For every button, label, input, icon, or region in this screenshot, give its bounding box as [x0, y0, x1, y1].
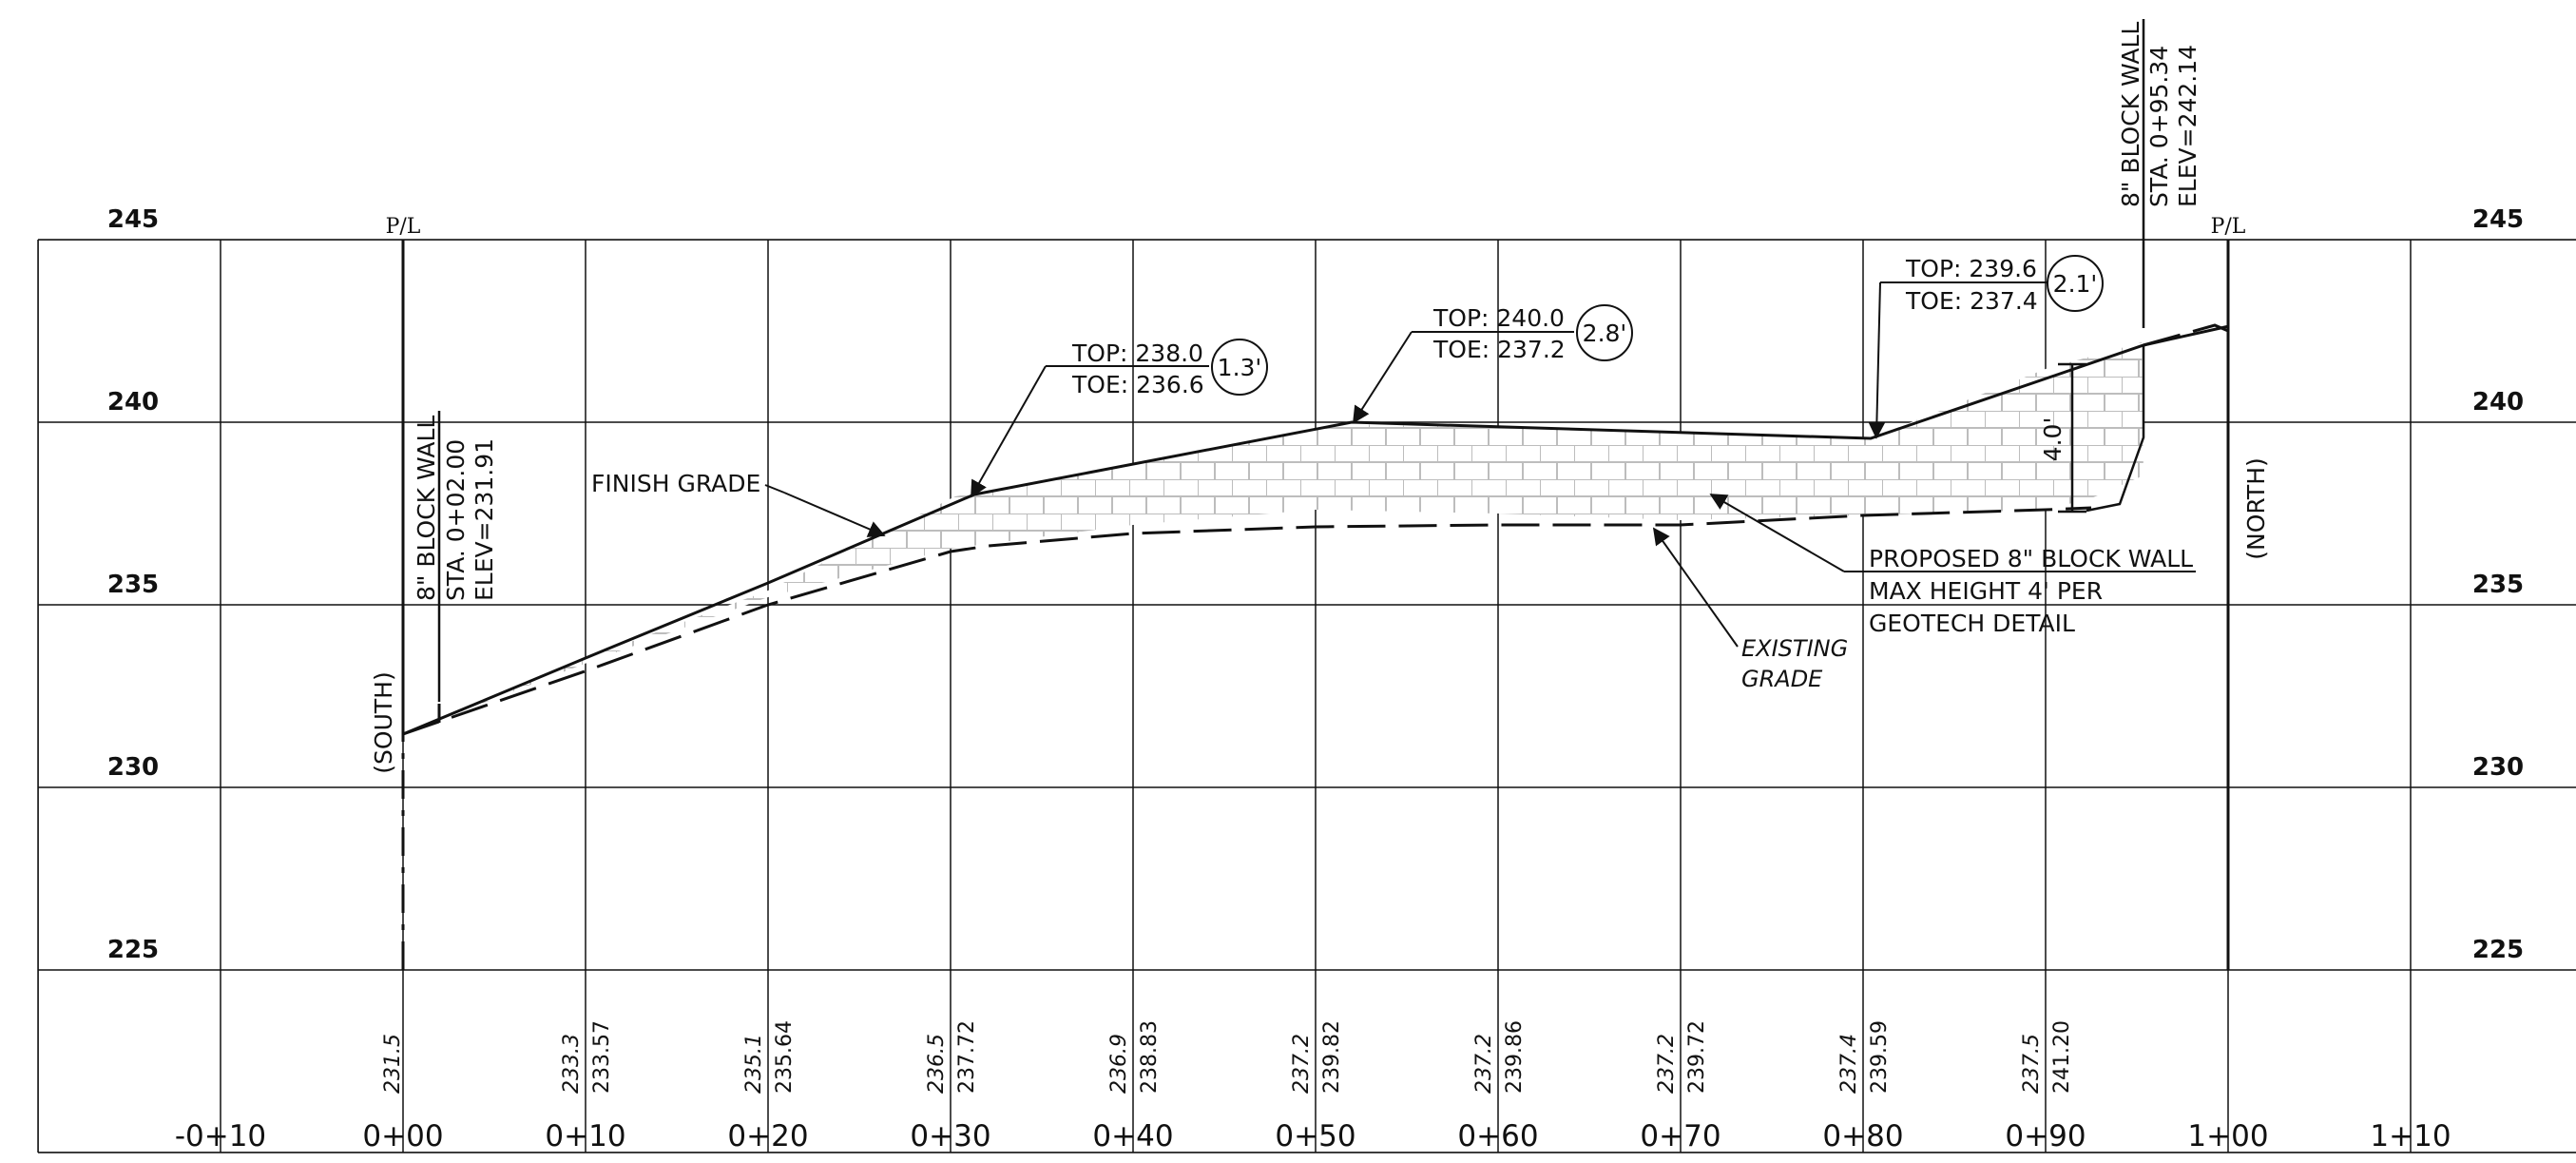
wall-end-line1: 8" BLOCK WALL — [2117, 22, 2144, 207]
property-lines: P/L P/L (SOUTH) (NORTH) — [370, 215, 2270, 970]
existing-elev-0-10: 233.3 — [560, 1034, 584, 1094]
elev-label-left-235: 235 — [107, 571, 159, 599]
elev-label-right-245: 245 — [2472, 205, 2524, 234]
station-label-m0-10: -0+10 — [175, 1119, 266, 1153]
finish-elev-0-20: 235.64 — [773, 1020, 797, 1094]
elevation-labels-right: 245 240 235 230 225 — [2472, 205, 2524, 964]
callout-3-toe: TOE: 237.4 — [1905, 287, 2038, 315]
callout-1-height: 1.3' — [1218, 354, 1262, 381]
finish-grade-annotation: FINISH GRADE — [591, 470, 886, 537]
existing-grade-label-line1: EXISTING — [1741, 635, 1848, 662]
existing-elev-0-30: 236.5 — [925, 1034, 949, 1094]
callout-2-height-circle — [1576, 304, 1633, 361]
station-label-0-90: 0+90 — [2005, 1119, 2086, 1153]
elev-label-right-235: 235 — [2472, 571, 2524, 599]
max-height-dimension-label: 4.0' — [2039, 417, 2067, 462]
proposed-wall-note-line3: GEOTECH DETAIL — [1869, 610, 2075, 637]
finish-elev-0-10: 233.57 — [590, 1020, 614, 1094]
profile-grid — [38, 240, 2576, 1153]
callout-3-top: TOP: 239.6 — [1905, 255, 2037, 282]
station-label-0-70: 0+70 — [1640, 1119, 1721, 1153]
wall-start-line2: STA. 0+02.00 — [442, 439, 470, 601]
existing-grade-annotation: EXISTING GRADE — [1652, 527, 1848, 692]
direction-label-south: (SOUTH) — [370, 671, 397, 773]
property-line-label-north: P/L — [2211, 215, 2246, 239]
finish-elev-0-40: 238.83 — [1138, 1020, 1162, 1094]
proposed-block-wall-fill — [403, 342, 2143, 734]
callout-2-toe: TOE: 237.2 — [1432, 336, 1566, 363]
finish-elev-0-70: 239.72 — [1685, 1020, 1709, 1094]
station-label-0-80: 0+80 — [1822, 1119, 1903, 1153]
wall-end-line2: STA. 0+95.34 — [2145, 46, 2173, 207]
max-height-dimension: 4.0' — [2039, 362, 2086, 514]
elev-label-right-240: 240 — [2472, 388, 2524, 417]
station-labels: -0+10 0+00 0+10 0+20 0+30 0+40 0+50 0+60… — [175, 1119, 2451, 1153]
existing-elev-0-80: 237.4 — [1837, 1034, 1861, 1094]
existing-grade-label-line2: GRADE — [1741, 666, 1823, 692]
callout-1-height-circle — [1211, 339, 1268, 396]
station-label-1-10: 1+10 — [2370, 1119, 2451, 1153]
finish-elev-0-50: 239.82 — [1320, 1020, 1344, 1094]
callout-2-height: 2.8' — [1583, 320, 1627, 347]
wall-start-line1: 8" BLOCK WALL — [413, 416, 440, 601]
existing-elev-0-40: 236.9 — [1107, 1034, 1131, 1094]
wall-end-annotation: 8" BLOCK WALL STA. 0+95.34 ELEV=242.14 — [2117, 19, 2201, 328]
proposed-wall-annotation: PROPOSED 8" BLOCK WALL MAX HEIGHT 4' PER… — [1709, 494, 2196, 637]
callout-2-top: TOP: 240.0 — [1432, 304, 1565, 332]
station-label-0-50: 0+50 — [1275, 1119, 1355, 1153]
finish-elev-0-60: 239.86 — [1503, 1020, 1527, 1094]
existing-elev-0-70: 237.2 — [1655, 1034, 1679, 1094]
finish-elev-0-80: 239.59 — [1868, 1020, 1892, 1094]
station-label-1-00: 1+00 — [2187, 1119, 2268, 1153]
callout-1-top: TOP: 238.0 — [1071, 339, 1203, 367]
elevation-labels-left: 245 240 235 230 225 — [107, 205, 159, 964]
elev-label-right-230: 230 — [2472, 753, 2524, 782]
elev-label-right-225: 225 — [2472, 936, 2524, 964]
bottom-grade-values: 231.5 233.3 233.57 235.1 235.64 236.5 23… — [381, 1020, 2074, 1094]
callout-wall-height-1: TOP: 238.0 TOE: 236.6 1.3' — [971, 339, 1268, 498]
station-label-0-20: 0+20 — [727, 1119, 808, 1153]
elev-label-left-245: 245 — [107, 205, 159, 234]
existing-grade-line — [402, 506, 2092, 736]
existing-elev-0-20: 235.1 — [742, 1034, 766, 1094]
wall-end-line3: ELEV=242.14 — [2174, 45, 2201, 207]
station-label-0-10: 0+10 — [545, 1119, 625, 1153]
callout-3-height-circle — [2047, 255, 2104, 312]
existing-elev-0-00: 231.5 — [381, 1034, 405, 1094]
callout-3-height: 2.1' — [2053, 270, 2098, 298]
direction-label-north: (NORTH) — [2242, 457, 2270, 560]
existing-grade-line-north — [2143, 323, 2230, 347]
station-label-0-30: 0+30 — [910, 1119, 990, 1153]
elev-label-left-230: 230 — [107, 753, 159, 782]
existing-elev-0-90: 237.5 — [2020, 1034, 2044, 1094]
callout-wall-height-3: TOP: 239.6 TOE: 237.4 2.1' — [1868, 255, 2104, 439]
elev-label-left-225: 225 — [107, 936, 159, 964]
existing-elev-0-60: 237.2 — [1472, 1034, 1496, 1094]
proposed-wall-note-line1: PROPOSED 8" BLOCK WALL — [1869, 545, 2193, 572]
wall-start-line3: ELEV=231.91 — [471, 438, 498, 601]
station-label-0-60: 0+60 — [1457, 1119, 1538, 1153]
existing-elev-0-50: 237.2 — [1290, 1034, 1314, 1094]
proposed-wall-note-line2: MAX HEIGHT 4' PER — [1869, 577, 2103, 605]
finish-grade-line — [402, 324, 2230, 736]
finish-elev-0-90: 241.20 — [2050, 1020, 2074, 1094]
elev-label-left-240: 240 — [107, 388, 159, 417]
station-label-0-40: 0+40 — [1092, 1119, 1173, 1153]
block-wall-north-face — [2086, 345, 2145, 513]
callout-1-toe: TOE: 236.6 — [1071, 371, 1204, 398]
wall-start-annotation: 8" BLOCK WALL STA. 0+02.00 ELEV=231.91 — [413, 411, 498, 702]
callout-wall-height-2: TOP: 240.0 TOE: 237.2 2.8' — [1353, 304, 1633, 424]
finish-grade-label: FINISH GRADE — [591, 470, 760, 497]
property-line-label-south: P/L — [386, 215, 421, 239]
finish-elev-0-30: 237.72 — [955, 1020, 979, 1094]
station-label-0-00: 0+00 — [362, 1119, 443, 1153]
